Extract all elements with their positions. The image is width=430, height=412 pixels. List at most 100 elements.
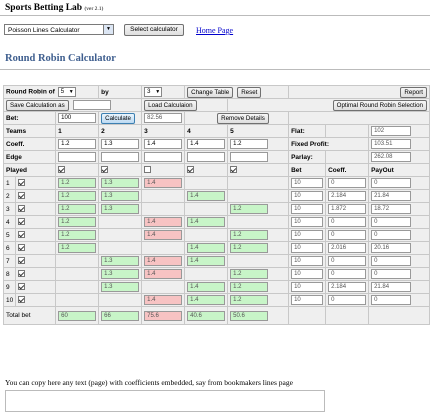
combo-checkbox[interactable] — [18, 257, 26, 265]
team-total-bet: 50.6 — [230, 310, 269, 321]
chevron-down-icon: ▼ — [155, 89, 161, 95]
combo-number: 5 — [6, 231, 10, 239]
combo-coeff-cell[interactable]: 1.2 — [230, 295, 269, 305]
calculator-select[interactable]: Poisson Lines Calculator ▼ — [4, 24, 114, 35]
rr-of-value: 5 — [60, 89, 65, 95]
combo-bet-input[interactable]: 10 — [291, 191, 324, 201]
team-edge-input[interactable] — [187, 152, 226, 162]
team-played-checkbox[interactable] — [144, 166, 152, 174]
combo-coeff-cell[interactable]: 1.2 — [58, 230, 97, 240]
team-edge-input[interactable] — [58, 152, 97, 162]
combo-coeff-cell[interactable]: 1.3 — [101, 282, 140, 292]
combo-coeff-value: 0 — [328, 256, 367, 266]
remove-details-button[interactable]: Remove Details — [217, 112, 269, 124]
change-table-button[interactable]: Change Table — [187, 86, 234, 98]
reset-button[interactable]: Reset — [237, 86, 262, 98]
combo-checkbox[interactable] — [18, 270, 26, 278]
team-coeff-input[interactable]: 1.3 — [101, 139, 140, 149]
combo-number: 7 — [6, 257, 10, 265]
combo-coeff-cell[interactable]: 1.2 — [58, 217, 97, 227]
combo-bet-input[interactable]: 10 — [291, 243, 324, 253]
combo-coeff-cell[interactable]: 1.3 — [101, 269, 140, 279]
edge-label: Edge — [6, 153, 22, 161]
combo-coeff-cell[interactable]: 1.4 — [144, 230, 183, 240]
combo-coeff-cell[interactable]: 1.2 — [230, 243, 269, 253]
calculate-button[interactable]: Calculate — [101, 112, 135, 124]
combo-checkbox[interactable] — [18, 218, 26, 226]
team-coeff-input[interactable]: 1.4 — [187, 139, 226, 149]
combo-checkbox[interactable] — [18, 192, 26, 200]
combo-coeff-cell[interactable]: 1.4 — [187, 243, 226, 253]
combo-coeff-cell[interactable]: 1.4 — [144, 256, 183, 266]
combo-coeff-cell[interactable]: 1.4 — [187, 256, 226, 266]
combo-bet-input[interactable]: 10 — [291, 295, 324, 305]
combo-coeff-cell[interactable]: 1.4 — [144, 269, 183, 279]
team-coeff-input[interactable]: 1.4 — [144, 139, 183, 149]
team-coeff-input[interactable]: 1.2 — [230, 139, 269, 149]
team-coeff-input[interactable]: 1.2 — [58, 139, 97, 149]
team-played-checkbox[interactable] — [230, 166, 238, 174]
team-number: 3 — [144, 127, 148, 135]
team-played-checkbox[interactable] — [58, 166, 66, 174]
combo-checkbox[interactable] — [18, 296, 26, 304]
team-edge-input[interactable] — [144, 152, 183, 162]
combo-bet-input[interactable]: 10 — [291, 204, 324, 214]
combo-coeff-cell[interactable]: 1.4 — [187, 295, 226, 305]
paste-textarea[interactable] — [5, 390, 325, 412]
report-button[interactable]: Report — [400, 86, 427, 98]
combo-coeff-cell[interactable]: 1.4 — [144, 217, 183, 227]
combo-bet-input[interactable]: 10 — [291, 282, 324, 292]
total-bet-label: Total bet — [6, 311, 31, 319]
team-edge-input[interactable] — [230, 152, 269, 162]
combo-coeff-value: 0 — [328, 217, 367, 227]
home-page-link[interactable]: Home Page — [196, 26, 234, 35]
combo-bet-input[interactable]: 10 — [291, 256, 324, 266]
combo-checkbox[interactable] — [18, 244, 26, 252]
combo-checkbox[interactable] — [18, 231, 26, 239]
combo-coeff-cell[interactable]: 1.2 — [58, 243, 97, 253]
team-played-checkbox[interactable] — [187, 166, 195, 174]
combo-coeff-cell[interactable]: 1.4 — [144, 178, 183, 188]
combo-coeff-cell[interactable]: 1.3 — [101, 178, 140, 188]
combo-coeff-cell[interactable]: 1.4 — [187, 217, 226, 227]
bet-input[interactable]: 100 — [58, 113, 97, 123]
combo-bet-input[interactable]: 10 — [291, 217, 324, 227]
combo-coeff-cell[interactable]: 1.3 — [101, 256, 140, 266]
team-edge-input[interactable] — [101, 152, 140, 162]
teams-label: Teams — [6, 127, 27, 135]
combo-coeff-cell[interactable]: 1.2 — [58, 178, 97, 188]
combo-coeff-cell[interactable]: 1.4 — [187, 282, 226, 292]
combo-coeff-cell[interactable]: 1.3 — [101, 191, 140, 201]
combo-checkbox[interactable] — [18, 205, 26, 213]
by-select[interactable]: 3 ▼ — [144, 87, 163, 97]
combo-coeff-value: 0 — [328, 269, 367, 279]
combo-coeff-cell[interactable]: 1.2 — [58, 191, 97, 201]
combo-coeff-cell[interactable]: 1.2 — [230, 269, 269, 279]
team-total-bet: 75.6 — [144, 310, 183, 321]
flat-value: 102 — [371, 126, 412, 136]
combo-coeff-cell[interactable]: 1.2 — [230, 204, 269, 214]
load-calculation-button[interactable]: Load Calculaion — [144, 99, 197, 111]
combo-coeff-cell[interactable]: 1.4 — [187, 191, 226, 201]
select-calculator-button[interactable]: Select calculator — [124, 24, 184, 36]
combo-bet-input[interactable]: 10 — [291, 230, 324, 240]
combo-bet-input[interactable]: 10 — [291, 269, 324, 279]
optimal-selection-button[interactable]: Optimal Round Robin Selection — [332, 99, 427, 111]
save-name-input[interactable] — [72, 100, 111, 110]
combo-checkbox[interactable] — [18, 283, 26, 291]
save-calculation-button[interactable]: Save Calculation as — [6, 99, 69, 111]
combo-coeff-value: 0 — [328, 295, 367, 305]
combo-bet-input[interactable]: 10 — [291, 178, 324, 188]
combo-number: 9 — [6, 283, 10, 291]
combo-coeff-cell[interactable]: 1.2 — [230, 282, 269, 292]
parlay-label: Parlay: — [291, 153, 313, 161]
combo-coeff-cell[interactable]: 1.4 — [144, 295, 183, 305]
team-played-checkbox[interactable] — [101, 166, 109, 174]
combo-checkbox[interactable] — [18, 179, 26, 187]
divider — [0, 69, 430, 70]
combo-coeff-cell[interactable]: 1.2 — [230, 230, 269, 240]
combo-coeff-value: 0 — [328, 178, 367, 188]
combo-coeff-cell[interactable]: 1.3 — [101, 204, 140, 214]
combo-coeff-cell[interactable]: 1.2 — [58, 204, 97, 214]
rr-of-select[interactable]: 5 ▼ — [57, 87, 76, 97]
